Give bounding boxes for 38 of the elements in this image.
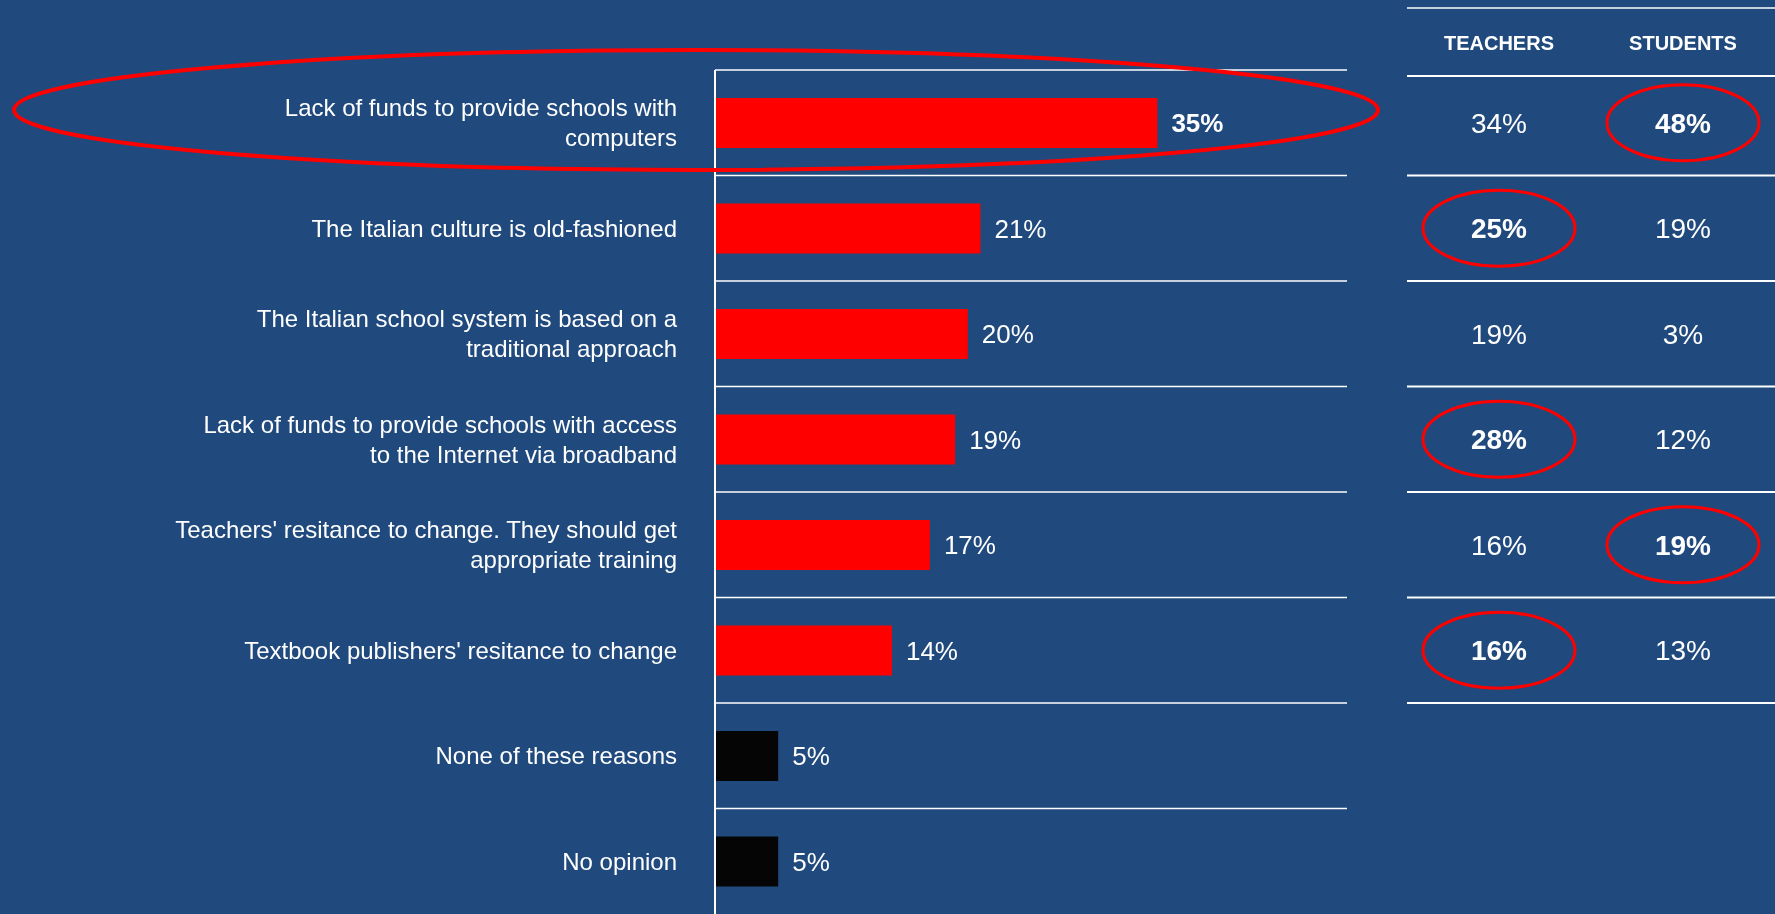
y-tick-label: Teachers' resitance to change. They should get appropriate training: [175, 516, 678, 574]
y-tick-label: Textbook publishers' resitance to change: [244, 636, 677, 664]
text: 12%: [1654, 424, 1712, 456]
text: 3%: [1662, 318, 1704, 350]
bar: [715, 98, 1158, 148]
data-label: 19%: [969, 424, 1022, 455]
text: 16%: [1470, 529, 1528, 561]
data-label: 20%: [981, 319, 1034, 350]
text: 16%: [1470, 635, 1528, 667]
text: 19%: [1470, 318, 1528, 350]
bar: [715, 414, 956, 465]
y-tick-label: Lack of funds to provide schools with computers: [284, 94, 677, 152]
y-tick-label: The Italian school system is based on a traditional approach: [256, 305, 678, 363]
bar: [715, 520, 930, 570]
text: 25%: [1470, 213, 1528, 245]
bar: [715, 731, 779, 781]
data-label: 5%: [792, 846, 830, 877]
text: 28%: [1470, 424, 1528, 456]
data-label: 14%: [905, 635, 959, 666]
y-tick-label: None of these reasons: [435, 742, 677, 770]
y-tick-label: Lack of funds to provide schools with access to the Internet via broadband: [203, 410, 677, 468]
data-label: 35%: [1171, 108, 1224, 139]
text: 34%: [1470, 107, 1528, 139]
category-label: TEACHERS: [1443, 32, 1555, 54]
data-label: 17%: [943, 530, 996, 561]
text: 48%: [1654, 107, 1712, 139]
bar: [715, 836, 779, 887]
y-tick-label: No opinion: [562, 847, 677, 875]
category-label: STUDENTS: [1629, 32, 1737, 54]
bar: [715, 203, 981, 254]
y-tick-label: The Italian culture is old-fashioned: [311, 214, 677, 242]
data-label: 21%: [994, 213, 1047, 244]
bar: [715, 625, 892, 676]
data-label: 5%: [792, 741, 830, 772]
text: 19%: [1654, 213, 1712, 245]
text: 19%: [1654, 529, 1712, 561]
text: 13%: [1654, 635, 1712, 667]
bar: [715, 309, 968, 359]
